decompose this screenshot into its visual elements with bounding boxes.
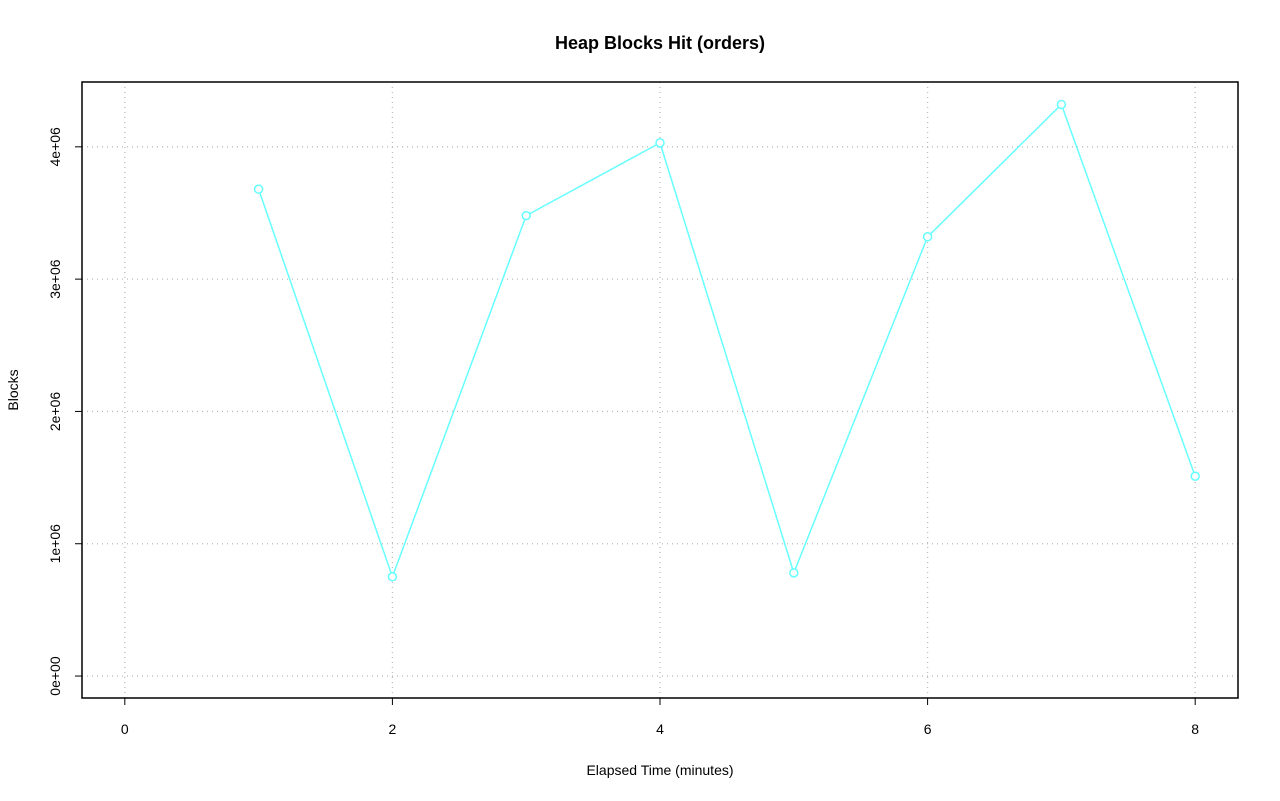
chart-title: Heap Blocks Hit (orders): [555, 33, 765, 53]
point: [253, 184, 264, 194]
plot-frame: [81, 81, 1239, 699]
x-tick-label: 0: [121, 721, 129, 737]
point: [922, 232, 933, 242]
point: [1056, 99, 1067, 110]
y-tick-label: 3e+06: [47, 259, 63, 299]
point: [1190, 471, 1200, 482]
point: [387, 572, 398, 582]
x-tick-label: 6: [924, 721, 932, 737]
x-tick-label: 2: [389, 721, 397, 737]
x-tick-label: 4: [656, 721, 664, 737]
y-tick-label: 4e+06: [47, 127, 63, 167]
line: [257, 103, 1196, 580]
point: [655, 138, 665, 148]
x-tick-label: 8: [1191, 721, 1199, 737]
y-tick-label: 1e+06: [47, 524, 63, 564]
x-axis-label: Elapsed Time (minutes): [586, 762, 733, 778]
point: [789, 568, 799, 578]
y-axis-label: Blocks: [5, 369, 21, 410]
point: [521, 210, 531, 221]
y-tick-label: 2e+06: [47, 392, 63, 432]
y-tick-label: 0e+00: [47, 656, 63, 696]
